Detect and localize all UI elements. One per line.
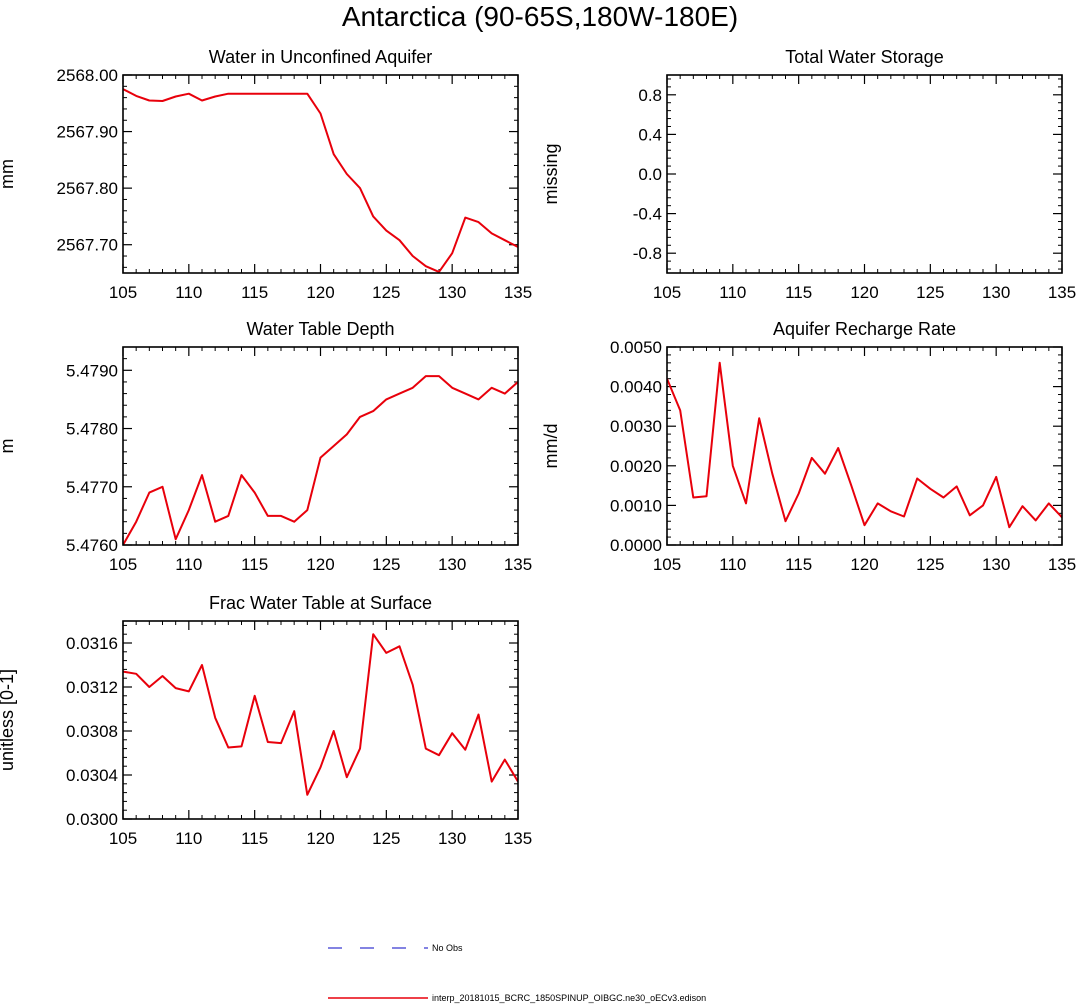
- y-tick-label: 0.8: [638, 86, 662, 105]
- plot-frame: [122, 74, 519, 274]
- x-tick-label: 135: [1048, 283, 1076, 302]
- x-tick-label: 115: [241, 829, 268, 848]
- x-tick-label: 120: [306, 555, 334, 574]
- y-tick-label: -0.4: [633, 205, 662, 224]
- series-line-1: [123, 88, 518, 273]
- x-tick-label: 105: [109, 829, 137, 848]
- x-tick-label: 115: [241, 283, 268, 302]
- chart-panel-5: Frac Water Table at Surface unitless [0-1…: [0, 593, 532, 848]
- y-tick-label: 5.4760: [66, 536, 118, 555]
- y-tick-label: 0.0304: [66, 766, 118, 785]
- y-axis-label: missing: [541, 143, 561, 204]
- series-line-1: [123, 633, 518, 796]
- x-tick-label: 130: [438, 283, 466, 302]
- y-tick-label: 0.0300: [66, 810, 118, 829]
- x-tick-label: 110: [175, 283, 202, 302]
- legend: No Obs interp_20181015_BCRC_1850SPINUP_OI…: [328, 943, 706, 1003]
- x-tick-label: 115: [785, 555, 812, 574]
- x-tick-label: 110: [175, 829, 202, 848]
- x-tick-label: 105: [109, 555, 137, 574]
- x-tick-label: 130: [438, 829, 466, 848]
- x-tick-label: 125: [916, 555, 944, 574]
- chart-panel-3: Water Table Depth m 105 110 115 120 125 130 135 5…: [0, 319, 532, 574]
- y-tick-label: 0.4: [638, 125, 662, 144]
- x-tick-label: 125: [372, 829, 400, 848]
- x-tick-label: 120: [850, 283, 878, 302]
- y-axis-label: unitless [0-1]: [0, 669, 17, 771]
- x-tick-label: 115: [241, 555, 268, 574]
- chart-panel-4: Aquifer Recharge Rate mm/d 105 110 115 120 125…: [541, 319, 1076, 574]
- y-axis-label: mm/d: [541, 424, 561, 469]
- x-tick-label: 135: [504, 829, 532, 848]
- x-tick-label: 110: [175, 555, 202, 574]
- panels: Water in Unconfined Aquifer mm 105 110 115 12…: [0, 47, 1076, 848]
- plot-frame: [666, 74, 1063, 274]
- plot-frame: [666, 346, 1063, 546]
- figure-title: Antarctica (90-65S,180W-180E): [342, 1, 738, 32]
- x-tick-label: 135: [504, 555, 532, 574]
- y-tick-label: 0.0: [638, 165, 662, 184]
- y-tick-label: 5.4780: [66, 420, 118, 439]
- x-tick-label: 105: [109, 283, 137, 302]
- x-tick-label: 105: [653, 283, 681, 302]
- x-tick-label: 105: [653, 555, 681, 574]
- panel-title: Aquifer Recharge Rate: [773, 319, 956, 339]
- x-tick-label: 110: [719, 555, 746, 574]
- y-tick-label: 0.0316: [66, 634, 118, 653]
- panel-title: Total Water Storage: [785, 47, 943, 67]
- panel-title: Water in Unconfined Aquifer: [209, 47, 432, 67]
- x-tick-label: 115: [785, 283, 812, 302]
- chart-panel-1: Water in Unconfined Aquifer mm 105 110 115 12…: [0, 47, 532, 302]
- panel-title: Water Table Depth: [246, 319, 394, 339]
- y-tick-label: 0.0040: [610, 378, 662, 397]
- y-axis-label: m: [0, 439, 17, 454]
- y-tick-label: 0.0050: [610, 338, 662, 357]
- x-tick-label: 135: [504, 283, 532, 302]
- y-tick-label: 0.0000: [610, 536, 662, 555]
- y-tick-label: 2568.00: [57, 66, 118, 85]
- x-tick-label: 110: [719, 283, 746, 302]
- chart-panel-2: Total Water Storage missing 105 110 115 120 12…: [541, 47, 1076, 302]
- series-line-1: [667, 361, 1062, 529]
- x-tick-label: 120: [850, 555, 878, 574]
- x-tick-label: 130: [982, 283, 1010, 302]
- x-tick-label: 125: [916, 283, 944, 302]
- y-tick-label: 5.4790: [66, 361, 118, 380]
- x-tick-label: 120: [306, 283, 334, 302]
- legend-label-2: interp_20181015_BCRC_1850SPINUP_OIBGC.ne…: [432, 993, 706, 1003]
- y-tick-label: 0.0312: [66, 678, 118, 697]
- y-tick-label: -0.8: [633, 244, 662, 263]
- y-tick-label: 5.4770: [66, 478, 118, 497]
- y-tick-label: 0.0308: [66, 722, 118, 741]
- x-tick-label: 125: [372, 555, 400, 574]
- y-tick-label: 0.0030: [610, 417, 662, 436]
- x-tick-label: 120: [306, 829, 334, 848]
- y-tick-label: 2567.90: [57, 123, 118, 142]
- x-tick-label: 125: [372, 283, 400, 302]
- plot-frame: [122, 620, 519, 820]
- y-tick-label: 0.0010: [610, 496, 662, 515]
- y-tick-label: 0.0020: [610, 457, 662, 476]
- x-tick-label: 130: [982, 555, 1010, 574]
- x-tick-label: 135: [1048, 555, 1076, 574]
- y-tick-label: 2567.80: [57, 179, 118, 198]
- y-axis-label: mm: [0, 159, 17, 189]
- series-line-1: [123, 375, 518, 545]
- legend-label-1: No Obs: [432, 943, 463, 953]
- panel-title: Frac Water Table at Surface: [209, 593, 432, 613]
- x-tick-label: 130: [438, 555, 466, 574]
- plot-frame: [122, 346, 519, 546]
- y-tick-label: 2567.70: [57, 236, 118, 255]
